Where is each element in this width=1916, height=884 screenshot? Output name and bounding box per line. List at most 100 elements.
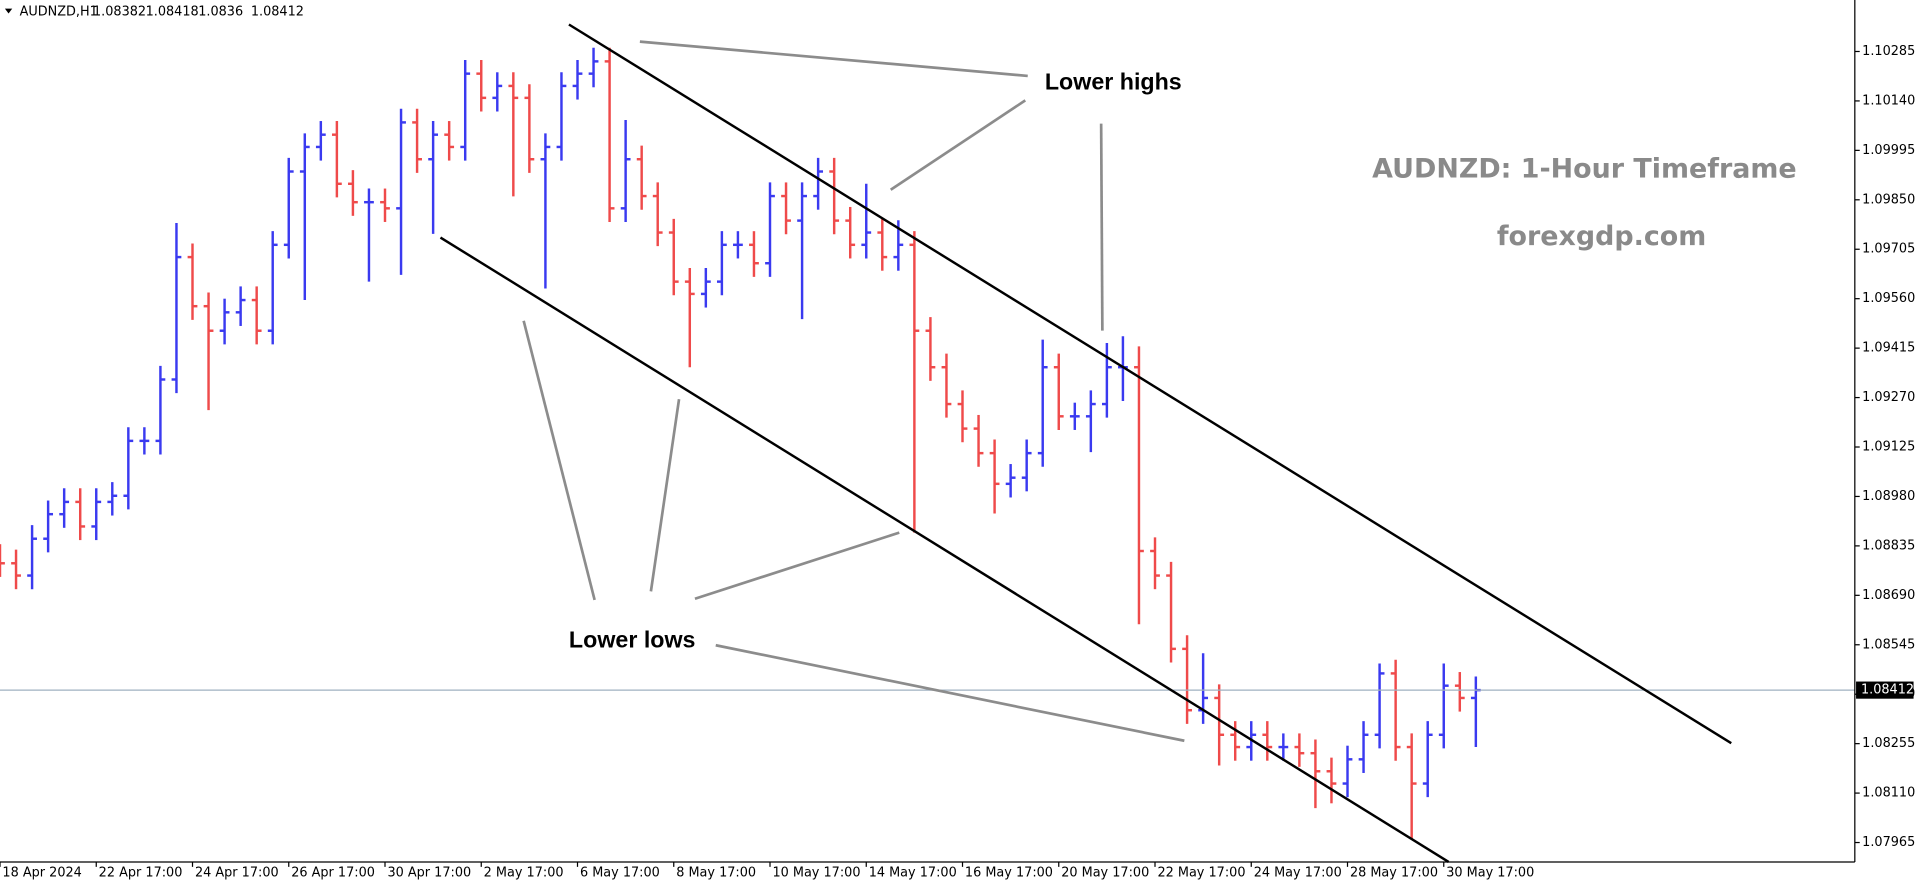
y-tick-label: 1.08835 [1862,538,1915,553]
y-tick-label: 1.08545 [1862,637,1915,652]
ohlc-bar [139,427,150,455]
ohlc-bar [1422,721,1433,798]
ohlc-bar [348,170,358,216]
ohlc-bar [428,121,439,234]
x-tick-label: 30 Apr 17:00 [387,865,471,880]
ohlc-bar [1166,561,1176,663]
y-tick-label: 1.09125 [1862,440,1915,455]
plot-area [0,47,1855,839]
ohlc-bar [1454,672,1465,712]
ohlc-bar [604,47,615,222]
current-price-box [1856,681,1914,699]
source: forexgdp.com [1497,221,1706,252]
ohlc-bar [1390,659,1401,761]
ohlc-bar [668,218,679,296]
x-tick-label: 6 May 17:00 [580,865,660,880]
ohlc-bar [1053,353,1064,430]
ohlc-bar [540,133,551,289]
ohlc-bar [1294,733,1305,767]
x-tick-label: 10 May 17:00 [772,865,860,880]
drawings: Lower highs Lower lows AUDNZD: 1-Hour Ti… [439,23,1797,864]
ohlc-bar [1342,745,1353,798]
ohlc-bar [267,231,278,345]
ohlc-bar [957,390,968,443]
header-close: 1.08412 [251,5,304,20]
y-tick-label: 1.07965 [1862,835,1915,850]
ohlc-bar [524,84,535,173]
ohlc-bar [1021,439,1032,492]
y-tick-label: 1.08980 [1862,489,1915,504]
ohlc-bar [283,157,294,259]
ohlc-bar [1278,733,1289,761]
ohlc-bar [43,500,54,553]
ohlc-bar [235,286,246,326]
ohlc-bar [652,182,663,247]
ohlc-bar [380,188,390,222]
pointer-line [522,320,596,601]
ohlc-bar [299,133,310,301]
annotation: Lower lows [569,627,696,653]
ohlc-bar [1005,464,1016,498]
ohlc-bar [187,243,198,320]
ohlc-bar [315,121,326,161]
ohlc-bar [861,183,872,259]
ohlc-bar [1310,739,1321,809]
ohlc-bar [75,488,86,541]
x-tick-label: 22 Apr 17:00 [99,865,183,880]
ohlc-bar [1150,537,1160,590]
ohlc-bar [331,121,342,198]
x-tick-label: 2 May 17:00 [484,865,564,880]
ohlc-bar [251,286,262,345]
ohlc-bar [797,182,807,320]
header-high: 1.08418 [146,5,199,20]
x-tick-label: 18 Apr 2024 [2,865,81,880]
ohlc-bar [59,488,70,528]
ohlc-bar [572,60,583,100]
ohlc-bar [877,218,888,271]
ohlc-bar [1182,635,1192,724]
ohlc-bar [765,182,775,277]
ohlc-bar [636,145,647,210]
ohlc-bar [925,317,936,381]
y-tick-label: 1.08110 [1862,786,1915,801]
ohlc-bar [203,292,214,411]
ohlc-bar [11,549,21,590]
y-tick-label: 1.10285 [1862,44,1915,59]
y-tick-label: 1.10140 [1862,93,1915,108]
ohlc-bar [171,222,182,394]
pointer-line [694,531,900,601]
ohlc-bar [1230,721,1241,761]
header-low: 1.0836 [198,5,243,20]
ohlc-bar [1374,663,1385,749]
pointer-line [715,643,1185,743]
ohlc-bar [27,525,37,590]
ohlc-bar [620,120,631,222]
x-tick-label: 20 May 17:00 [1061,865,1149,880]
upper-channel-line [568,23,1732,745]
x-tick-label: 30 May 17:00 [1446,865,1534,880]
y-tick-label: 1.09560 [1862,291,1915,306]
x-tick-label: 22 May 17:00 [1157,865,1245,880]
ohlc-bar [845,206,856,259]
ohlc-bar [1438,663,1449,749]
y-tick-label: 1.09995 [1862,143,1915,158]
ohlc-bar [781,182,791,235]
y-tick-label: 1.09415 [1862,341,1915,356]
ohlc-bar [941,353,952,418]
ohlc-bar [460,60,471,161]
ohlc-bar [700,267,711,308]
ohlc-bar [1101,343,1112,418]
header-open: 1.08382 [93,5,146,20]
x-tick-label: 28 May 17:00 [1350,865,1438,880]
annotation: Lower highs [1045,68,1182,94]
ohlc-bar [1406,733,1417,839]
x-tick-label: 26 Apr 17:00 [291,865,375,880]
x-tick-label: 8 May 17:00 [676,865,756,880]
lower-channel-line [439,236,1450,864]
ohlc-bar [476,60,487,112]
ohlc-bar [1214,684,1225,766]
x-tick-label: 24 Apr 17:00 [195,865,279,880]
